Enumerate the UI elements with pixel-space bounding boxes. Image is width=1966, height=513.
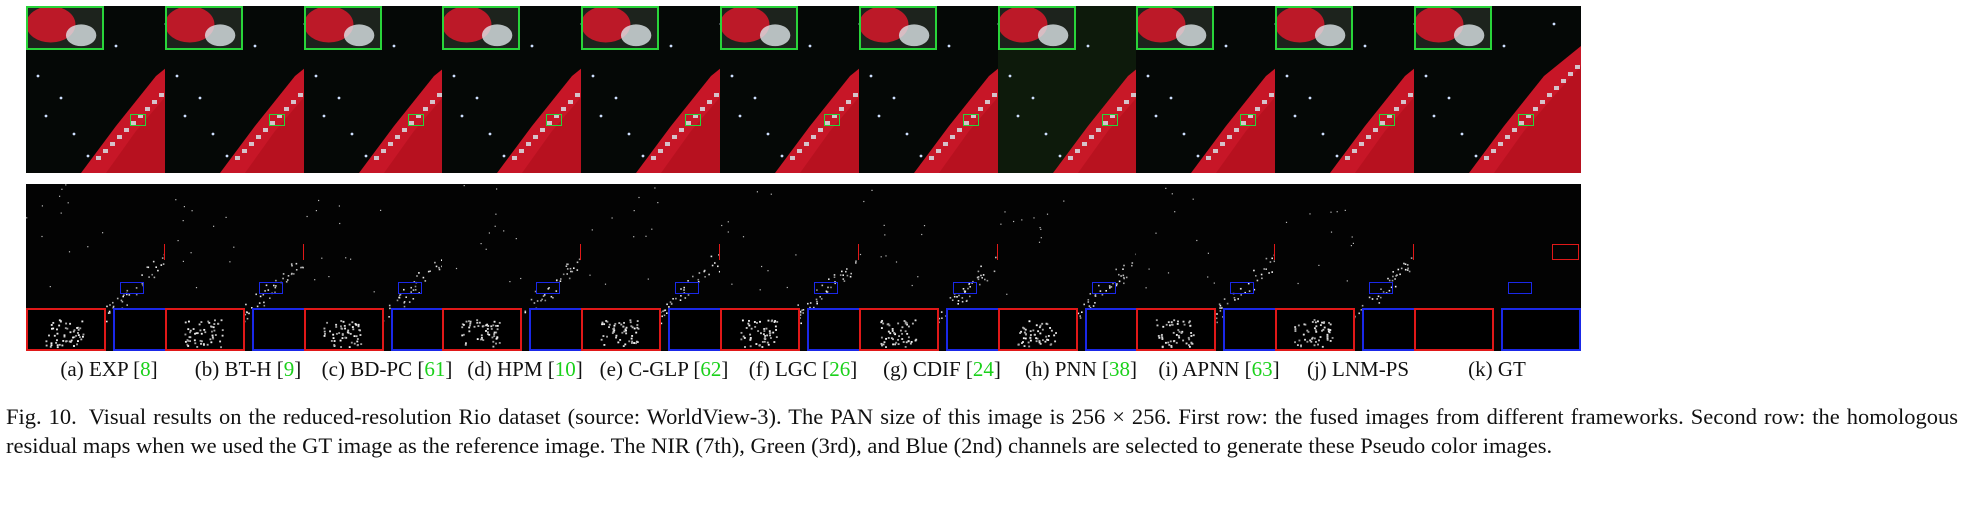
zoom-inset — [1414, 308, 1494, 351]
zoom-inset — [859, 6, 937, 50]
subfigure-label-text: (j) LNM-PS — [1306, 357, 1410, 381]
subfigure-label-text: (b) BT-H [ — [194, 357, 284, 381]
citation-link[interactable]: 9 — [283, 357, 295, 381]
roi-box — [546, 114, 562, 126]
subfigure-label: (b) BT-H [9] — [158, 357, 338, 382]
roi-box — [269, 114, 285, 126]
subfigure-label: (a) EXP [8] — [19, 357, 199, 382]
subfigure-label: (f) LGC [26] — [713, 357, 893, 382]
roi-box — [120, 282, 144, 294]
subfigure-label-text: (a) EXP [ — [60, 357, 141, 381]
subfigure-label-text: (g) CDIF [ — [883, 357, 973, 381]
subfigure-label-bracket: ] — [294, 357, 302, 381]
subfigure-label-text: (c) BD-PC [ — [321, 357, 425, 381]
roi-box — [953, 282, 977, 294]
roi-box — [398, 282, 422, 294]
roi-box — [963, 114, 979, 126]
subfigure-label-text: (h) PNN [ — [1025, 357, 1109, 381]
zoom-inset — [1275, 6, 1353, 50]
zoom-inset — [1136, 6, 1214, 50]
subfigure-label: (i) APNN [63] — [1129, 357, 1309, 382]
subfigure-label-bracket: ] — [150, 357, 158, 381]
zoom-inset — [581, 6, 659, 50]
subfigure-label: (j) LNM-PS — [1268, 357, 1448, 382]
subfigure-captions: (a) EXP [8] (b) BT-H [9] (c) BD-PC [61] (d)… — [26, 357, 1966, 385]
roi-box — [675, 282, 699, 294]
subfigure-label: (g) CDIF [24] — [852, 357, 1032, 382]
figure-number: Fig. 10. — [6, 404, 77, 429]
zoom-inset — [304, 6, 382, 50]
zoom-inset — [442, 308, 522, 351]
subfigure-label-text: (i) APNN [ — [1158, 357, 1252, 381]
subfigure-label-bracket: ] — [993, 357, 1001, 381]
roi-box — [536, 282, 560, 294]
roi-box — [1092, 282, 1116, 294]
citation-link[interactable]: 24 — [972, 357, 994, 381]
zoom-inset — [304, 308, 384, 351]
roi-box — [685, 114, 701, 126]
subfigure-label-bracket: ] — [445, 357, 453, 381]
zoom-inset — [1275, 308, 1355, 351]
roi-box — [814, 282, 838, 294]
roi-box — [408, 114, 424, 126]
zoom-inset — [442, 6, 520, 50]
roi-box — [1379, 114, 1395, 126]
roi-box — [1508, 282, 1532, 294]
zoom-inset — [26, 6, 104, 50]
subfigure-label: (c) BD-PC [61] — [297, 357, 477, 382]
citation-link[interactable]: 38 — [1109, 357, 1130, 381]
citation-link[interactable]: 26 — [829, 357, 851, 381]
zoom-inset — [165, 6, 243, 50]
citation-link[interactable]: 63 — [1251, 357, 1273, 381]
subfigure-label: (h) PNN [38] — [991, 357, 1171, 382]
zoom-inset — [998, 308, 1078, 351]
zoom-inset — [1414, 6, 1492, 50]
residual-map — [1414, 184, 1581, 351]
citation-link[interactable]: 8 — [140, 357, 151, 381]
roi-box — [259, 282, 283, 294]
zoom-inset — [26, 308, 106, 351]
citation-link[interactable]: 10 — [554, 357, 576, 381]
zoom-inset — [1501, 308, 1581, 351]
subfigure-label-text: (f) LGC [ — [748, 357, 830, 381]
figure-panels — [26, 6, 1966, 351]
subfigure-label-bracket: ] — [721, 357, 729, 381]
subfigure-label-bracket: ] — [1130, 357, 1137, 381]
zoom-inset — [1136, 308, 1216, 351]
roi-box — [1240, 114, 1256, 126]
zoom-inset — [998, 6, 1076, 50]
roi-box — [1552, 244, 1579, 260]
zoom-inset — [581, 308, 661, 351]
roi-box — [130, 114, 146, 126]
citation-link[interactable]: 61 — [424, 357, 446, 381]
roi-box — [824, 114, 840, 126]
zoom-inset — [720, 308, 800, 351]
subfigure-label: (e) C-GLP [62] — [574, 357, 754, 382]
zoom-inset — [720, 6, 798, 50]
zoom-inset — [165, 308, 245, 351]
roi-box — [1102, 114, 1118, 126]
subfigure-label-bracket: ] — [1272, 357, 1280, 381]
roi-box — [1230, 282, 1254, 294]
subfigure-label-bracket: ] — [850, 357, 858, 381]
figure-caption: Fig. 10. Visual results on the reduced-re… — [6, 402, 1958, 460]
subfigure-label: (k) GT — [1407, 357, 1587, 382]
subfigure-label-text: (d) HPM [ — [467, 357, 555, 381]
subfigure-label-bracket: ] — [575, 357, 583, 381]
roi-box — [1518, 114, 1534, 126]
subfigure-label-text: (k) GT — [1468, 357, 1526, 381]
subfigure-label: (d) HPM [10] — [435, 357, 615, 382]
subfigure-label-text: (e) C-GLP [ — [599, 357, 701, 381]
roi-box — [1369, 282, 1393, 294]
citation-link[interactable]: 62 — [700, 357, 722, 381]
figure-caption-text: Visual results on the reduced-resolution… — [6, 404, 1958, 458]
zoom-inset — [859, 308, 939, 351]
fused-image — [1414, 6, 1581, 173]
